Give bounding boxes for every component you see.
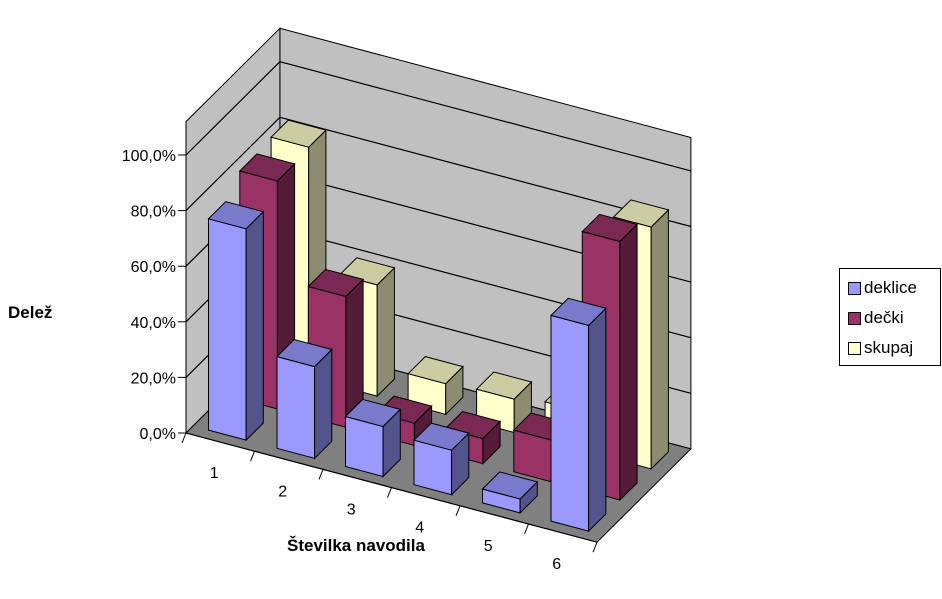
- legend-label-decki: dečki: [864, 308, 904, 327]
- legend-item-decki: dečki: [848, 307, 904, 329]
- bar-top: [407, 356, 464, 385]
- bar-top: [481, 471, 539, 500]
- gridline: [185, 61, 692, 172]
- bar-deklice-1: [207, 201, 265, 442]
- bar-top: [207, 201, 265, 230]
- x-tick: [318, 469, 324, 480]
- bar-top: [475, 371, 533, 400]
- bar-top: [550, 297, 607, 326]
- legend-item-skupaj: skupaj: [848, 337, 913, 359]
- x-tick-label: 2: [278, 483, 287, 500]
- bar-side: [619, 223, 638, 502]
- bar-top: [413, 422, 470, 451]
- legend-swatch-deklice: [848, 281, 861, 295]
- bar-deklice-4: [413, 422, 470, 496]
- x-tick: [250, 451, 255, 462]
- x-tick-label: 6: [552, 556, 561, 573]
- x-tick: [524, 523, 529, 535]
- bar-side: [314, 348, 333, 460]
- bar-front: [276, 355, 316, 459]
- bar-side: [376, 266, 395, 398]
- legend-label-skupaj: skupaj: [864, 338, 914, 357]
- y-tick-label: 40,0%: [131, 315, 176, 332]
- x-tick-label: 4: [415, 520, 424, 537]
- bar-front: [550, 314, 590, 532]
- y-tick-label: 80,0%: [131, 204, 176, 221]
- y-tick-label: 20,0%: [131, 370, 176, 387]
- bar-side: [245, 210, 264, 442]
- x-tick-label: 3: [347, 502, 356, 519]
- legend-swatch-decki: [848, 311, 861, 325]
- bar-top: [344, 398, 402, 428]
- bar-top: [276, 338, 333, 368]
- bar-top: [238, 153, 296, 182]
- legend-item-deklice: deklice: [848, 277, 917, 299]
- legend-swatch-skupaj: [848, 341, 861, 355]
- y-tick-label: 100,0%: [122, 148, 176, 165]
- x-tick: [592, 542, 598, 553]
- chart-bars: [207, 119, 670, 533]
- x-tick-label: 1: [210, 465, 219, 482]
- y-tick-label: 60,0%: [131, 259, 176, 276]
- x-tick: [387, 487, 392, 498]
- bar-deklice-3: [344, 398, 402, 478]
- y-axis-title: Delež: [8, 303, 52, 322]
- y-tick-label: 0,0%: [140, 426, 176, 443]
- bar-deklice-5: [481, 471, 539, 515]
- bar-top: [581, 213, 639, 243]
- legend-label-deklice: deklice: [864, 278, 917, 297]
- bar-side: [588, 307, 607, 533]
- legend: deklice dečki skupaj: [839, 268, 941, 366]
- bar-top: [307, 268, 365, 298]
- x-axis-title: Številka navodila: [287, 536, 425, 555]
- x-tick: [455, 505, 461, 516]
- bar-deklice-2: [276, 338, 333, 460]
- bar-top: [612, 199, 670, 228]
- x-tick: [181, 432, 187, 444]
- bar-front: [208, 218, 247, 441]
- bar-side: [650, 208, 669, 471]
- bar-top: [270, 119, 327, 148]
- bar-deklice-6: [550, 297, 607, 533]
- gridline: [185, 116, 692, 228]
- chart-axes: 0,0% 20,0% 40,0% 60,0% 80,0% 100,0% 1 2 3 4 5 6: [122, 148, 598, 573]
- x-tick-label: 5: [484, 538, 493, 555]
